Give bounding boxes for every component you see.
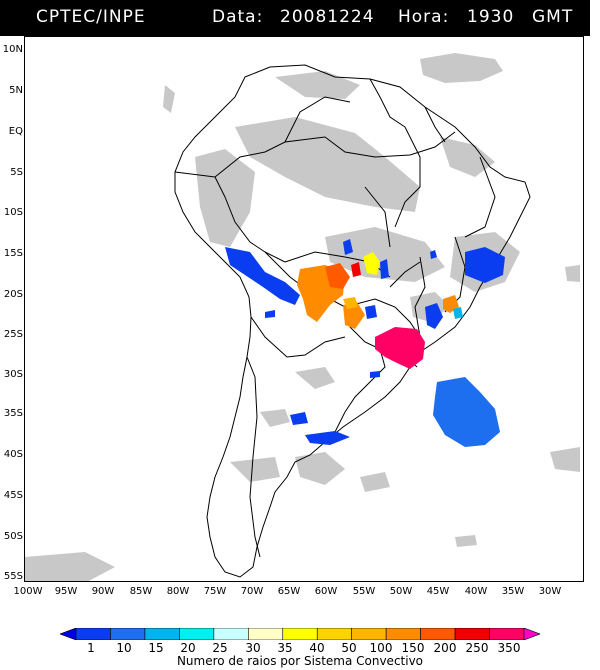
map-canvas [25, 53, 580, 581]
legend-value-10: 10 [116, 641, 132, 655]
lat-tick-30s: 30S [3, 369, 23, 380]
lat-tick-25s: 25S [3, 329, 23, 340]
legend-swatch-11 [420, 628, 456, 640]
lightning-clusters [225, 239, 505, 447]
legend-swatch-1 [75, 628, 111, 640]
cloud-cover [25, 53, 580, 581]
legend-swatch-13 [489, 628, 525, 640]
time-value: 1930 [467, 7, 515, 27]
lat-tick-50s: 50S [3, 531, 23, 542]
date-value: 20081224 [280, 7, 375, 27]
legend-swatch-12 [454, 628, 490, 640]
legend-value-20: 20 [180, 641, 196, 655]
lat-tick-45s: 45S [3, 490, 23, 501]
legend-value-15: 15 [148, 641, 164, 655]
lat-tick-eq: EQ [8, 126, 23, 137]
lat-tick-15s: 15S [3, 248, 23, 259]
legend-value-50: 50 [341, 641, 357, 655]
legend-swatch-0 [60, 628, 77, 640]
lon-tick-60w: 60W [314, 586, 338, 597]
legend-colorbar [60, 628, 540, 640]
lon-tick-35w: 35W [501, 586, 525, 597]
source-label: CPTEC/INPE [36, 7, 146, 27]
legend-value-200: 200 [433, 641, 457, 655]
legend-value-100: 100 [369, 641, 393, 655]
legend-swatch-7 [282, 628, 318, 640]
lon-tick-95w: 95W [54, 586, 78, 597]
legend-value-350: 350 [497, 641, 521, 655]
lon-tick-75w: 75W [203, 586, 227, 597]
lon-tick-100w: 100W [13, 586, 43, 597]
legend-value-150: 150 [401, 641, 425, 655]
lat-tick-5s: 5S [10, 167, 23, 178]
lat-tick-55s: 55S [3, 571, 23, 582]
legend-swatch-8 [316, 628, 352, 640]
lon-tick-40w: 40W [464, 586, 488, 597]
legend-swatch-4 [179, 628, 215, 640]
lon-tick-90w: 90W [91, 586, 115, 597]
date-label: Data: [212, 7, 264, 27]
lon-tick-50w: 50W [389, 586, 413, 597]
lon-tick-70w: 70W [240, 586, 264, 597]
legend-swatch-3 [144, 628, 180, 640]
lat-tick-20s: 20S [3, 289, 23, 300]
lon-tick-55w: 55W [352, 586, 376, 597]
lon-tick-45w: 45W [426, 586, 450, 597]
lon-tick-80w: 80W [166, 586, 190, 597]
timezone-label: GMT [532, 7, 574, 27]
legend-swatch-9 [351, 628, 387, 640]
legend-value-250: 250 [465, 641, 489, 655]
legend-title: Numero de raios por Sistema Convectivo [176, 654, 424, 668]
map-panel [24, 36, 584, 582]
country-borders [174, 64, 531, 578]
legend-swatch-5 [213, 628, 249, 640]
legend-value-30: 30 [245, 641, 261, 655]
legend-swatch-2 [110, 628, 146, 640]
lat-tick-5n: 5N [9, 85, 23, 96]
header-bar: CPTEC/INPE Data: 20081224 Hora: 1930 GMT [0, 0, 590, 36]
legend-swatch-10 [385, 628, 421, 640]
time-label: Hora: [398, 7, 450, 27]
lat-tick-10s: 10S [3, 207, 23, 218]
lon-tick-30w: 30W [538, 586, 562, 597]
legend-value-25: 25 [212, 641, 228, 655]
lat-tick-40s: 40S [3, 449, 23, 460]
legend-value-35: 35 [277, 641, 293, 655]
lat-tick-35s: 35S [3, 408, 23, 419]
legend-swatch-14 [523, 628, 540, 640]
lon-tick-65w: 65W [277, 586, 301, 597]
legend-value-1: 1 [87, 641, 95, 655]
legend-swatch-6 [248, 628, 284, 640]
lon-tick-85w: 85W [129, 586, 153, 597]
legend-value-40: 40 [309, 641, 325, 655]
lat-tick-10n: 10N [2, 44, 23, 55]
